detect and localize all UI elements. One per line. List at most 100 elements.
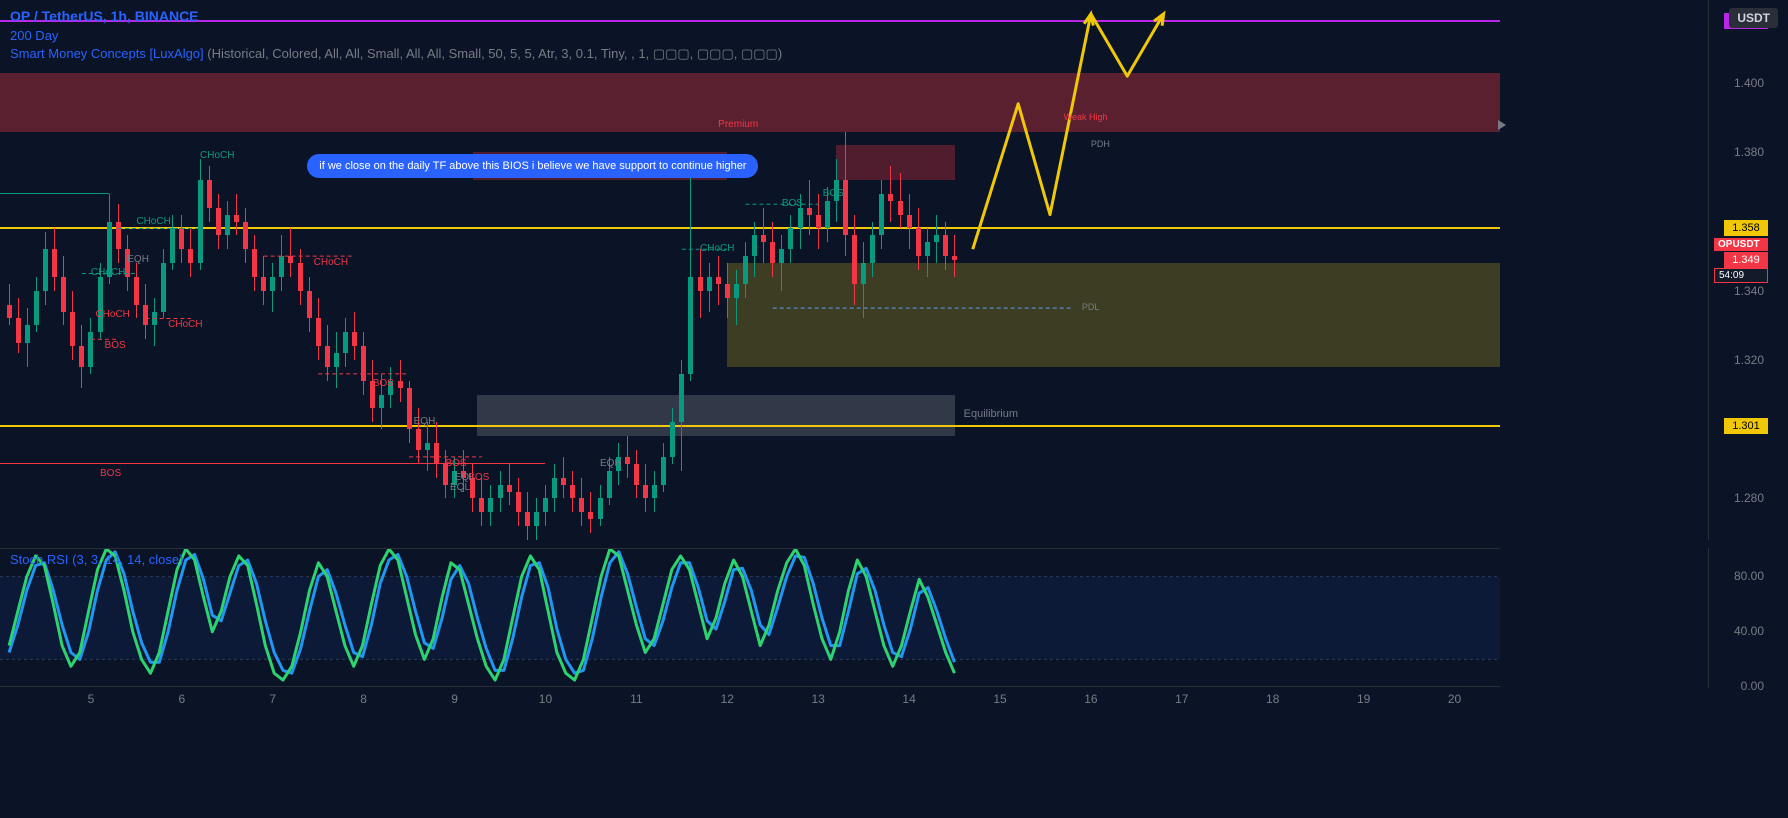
candle [43, 232, 48, 305]
candle [325, 325, 330, 380]
price-axis-label: 1.380 [1734, 145, 1764, 159]
candle [643, 464, 648, 512]
candle [698, 249, 703, 318]
candle [343, 318, 348, 366]
time-axis-label: 12 [721, 692, 734, 706]
time-axis-label: 7 [269, 692, 276, 706]
time-axis-label: 11 [630, 692, 642, 706]
candle [725, 263, 730, 318]
stoch-rsi-title[interactable]: Stoch RSI (3, 3, 14, 14, close) [10, 552, 183, 567]
time-axis-label: 19 [1357, 692, 1370, 706]
candle [179, 215, 184, 263]
smc-label: Premium [718, 119, 758, 130]
equilibrium-label: Equilibrium [964, 408, 1018, 420]
indicator-smc[interactable]: Smart Money Concepts [LuxAlgo] (Historic… [10, 46, 782, 62]
candle [79, 325, 84, 387]
analysis-callout[interactable]: if we close on the daily TF above this B… [307, 154, 758, 178]
candle [707, 263, 712, 311]
candle [361, 332, 366, 394]
candle [661, 443, 666, 491]
time-axis-label: 20 [1448, 692, 1461, 706]
candle [370, 360, 375, 422]
candle [16, 298, 21, 353]
candle [116, 204, 121, 263]
candle [498, 471, 503, 513]
candle [516, 478, 521, 526]
premium-zone [836, 145, 954, 180]
candle [143, 284, 148, 339]
horizontal-line[interactable] [0, 193, 109, 194]
candle [216, 194, 221, 249]
candle [625, 436, 630, 478]
candle [761, 208, 766, 263]
candle [316, 298, 321, 360]
candle [679, 360, 684, 471]
candle [61, 256, 66, 325]
candle [407, 381, 412, 443]
candle [888, 166, 893, 221]
smc-label: PDL [1082, 302, 1100, 312]
smc-label: CHoCH [314, 257, 348, 268]
candle [852, 215, 857, 305]
time-axis-label: 18 [1266, 692, 1279, 706]
smc-label: CHoCH [91, 267, 125, 278]
candle [734, 270, 739, 325]
candle [925, 228, 930, 276]
candle [652, 471, 657, 513]
horizontal-line[interactable] [0, 20, 1500, 22]
price-axis-label: 1.400 [1734, 76, 1764, 90]
candle [488, 485, 493, 527]
candle [34, 277, 39, 332]
time-axis-label: 6 [178, 692, 185, 706]
price-chart-pane[interactable]: Equilibrium CHoCH CHoCH CHoCH BOS EQH CHoCH CHo… [0, 0, 1500, 540]
smc-label: EQH [600, 458, 622, 469]
horizontal-line[interactable] [0, 425, 1500, 427]
candle [534, 498, 539, 540]
time-axis-label: 17 [1175, 692, 1188, 706]
smc-label: PDH [1091, 139, 1110, 149]
symbol-header[interactable]: OP / TetherUS, 1h, BINANCE [10, 8, 199, 24]
candle [298, 249, 303, 304]
smc-label: BOS [823, 188, 844, 199]
candle [288, 228, 293, 276]
smc-label: CHoCH [168, 319, 202, 330]
candle [70, 291, 75, 360]
candle [234, 194, 239, 236]
indicator-200day[interactable]: 200 Day [10, 28, 58, 43]
candle [270, 263, 275, 311]
candle [752, 222, 757, 277]
smc-label: BOS [782, 198, 803, 209]
smc-label: CHoCH [700, 243, 734, 254]
candle [88, 318, 93, 373]
candle [425, 422, 430, 470]
price-axis-label: 1.301 [1724, 418, 1768, 434]
smc-label: BOS [105, 340, 126, 351]
candle [907, 194, 912, 249]
candle [943, 222, 948, 270]
candle [334, 332, 339, 387]
time-axis-label: 5 [88, 692, 95, 706]
candle [688, 159, 693, 381]
symbol-price-tag: OPUSDT [1714, 238, 1768, 251]
time-axis-label: 10 [539, 692, 552, 706]
candle [934, 215, 939, 263]
smc-label: CHoCH [200, 150, 234, 161]
smc-label: BOS [373, 378, 394, 389]
candle [198, 159, 203, 270]
stoch-rsi-pane[interactable] [0, 548, 1500, 686]
candle [398, 360, 403, 402]
candle [816, 194, 821, 249]
smc-label: BOS [100, 468, 121, 479]
candle [479, 478, 484, 526]
equilibrium-box [477, 395, 954, 437]
quote-currency-badge[interactable]: USDT [1729, 8, 1778, 28]
time-axis-label: 13 [811, 692, 824, 706]
candle [598, 485, 603, 527]
candle [161, 249, 166, 318]
candle [525, 492, 530, 540]
candle [588, 492, 593, 534]
candle [788, 215, 793, 263]
indicator-name: Smart Money Concepts [LuxAlgo] [10, 46, 204, 61]
time-axis-label: 15 [993, 692, 1006, 706]
smc-label: Weak High [1064, 112, 1108, 122]
